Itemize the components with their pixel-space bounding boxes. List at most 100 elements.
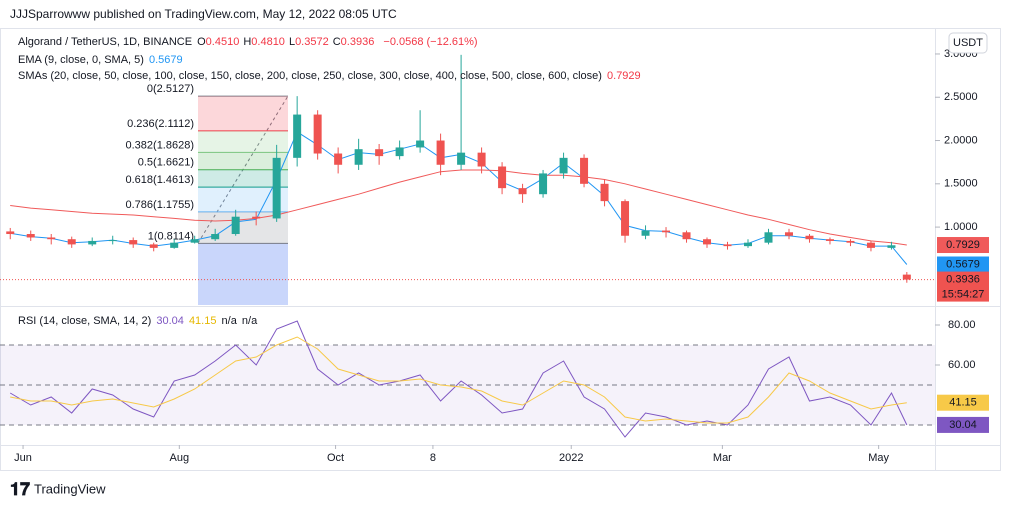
candle-body bbox=[498, 166, 507, 189]
rsi-badge-bg bbox=[937, 416, 989, 433]
candle-body bbox=[703, 239, 712, 245]
overlay-badge-bg bbox=[937, 256, 989, 273]
fib-label: 0(2.5127) bbox=[147, 83, 194, 95]
y-tick-label: 1.0000 bbox=[944, 221, 978, 233]
candle-body bbox=[600, 183, 609, 202]
candle-body bbox=[902, 274, 911, 280]
candle-body bbox=[211, 234, 220, 240]
overlay-badge-bg bbox=[937, 237, 989, 254]
candle-body bbox=[457, 152, 466, 165]
ohlc-key: L bbox=[288, 36, 296, 48]
rsi-legend: RSI (14, close, SMA, 14, 2) 30.04 41.15 … bbox=[18, 315, 259, 327]
overlay-line bbox=[10, 169, 907, 246]
overlay-badge: 0.7929 bbox=[946, 239, 980, 251]
fib-label: 0.5(1.6621) bbox=[138, 157, 194, 169]
ohlc-key: O bbox=[197, 36, 206, 48]
y-tick-label: 60.00 bbox=[948, 359, 976, 371]
rsi-badge: 41.15 bbox=[949, 397, 977, 409]
x-tick-label: 8 bbox=[430, 452, 436, 464]
price-legend: Algorand / TetherUS, 1D, BINANCE O0.4510… bbox=[18, 36, 480, 48]
frame-border bbox=[0, 28, 1001, 471]
currency-label: USDT bbox=[953, 37, 983, 49]
candle-body bbox=[88, 240, 97, 245]
last-price-badge-bg bbox=[937, 271, 989, 302]
ohlc-value: 0.3572 bbox=[295, 36, 329, 48]
ema-value: 0.5679 bbox=[149, 54, 183, 66]
sma-label: SMAs (20, close, 50, close, 100, close, … bbox=[18, 70, 602, 82]
rsi-value: 30.04 bbox=[156, 315, 184, 327]
candle-body bbox=[108, 240, 117, 242]
candle-body bbox=[47, 237, 56, 240]
candle-body bbox=[149, 244, 158, 248]
candle-body bbox=[170, 242, 179, 248]
candle-body bbox=[887, 245, 896, 248]
fib-label: 0.618(1.4613) bbox=[126, 174, 195, 186]
ema-legend: EMA (9, close, 0, SMA, 5) 0.5679 bbox=[18, 54, 185, 66]
ohlc-key: C bbox=[332, 36, 341, 48]
candle-body bbox=[272, 157, 281, 219]
x-tick-label: Mar bbox=[713, 452, 732, 464]
candle-body bbox=[662, 230, 671, 233]
x-tick-label: Jun bbox=[14, 452, 32, 464]
x-tick-label: 2022 bbox=[559, 452, 583, 464]
ohlc-value: 0.4810 bbox=[251, 36, 285, 48]
fib-label: 0.382(1.8628) bbox=[126, 139, 195, 151]
candle-body bbox=[252, 216, 261, 219]
change: −0.0568 (−12.61%) bbox=[383, 36, 478, 48]
plot-layer: 1.00001.50002.00002.50003.00000(2.5127)0… bbox=[0, 48, 989, 464]
fib-band bbox=[198, 169, 288, 188]
brand-name: TradingView bbox=[34, 481, 106, 496]
na: n/a bbox=[241, 315, 258, 327]
symbol: Algorand / TetherUS, 1D, BINANCE bbox=[18, 36, 193, 48]
rsi-line bbox=[9, 320, 908, 438]
publish-note: JJJSparrowww published on TradingView.co… bbox=[10, 7, 397, 21]
candle-body bbox=[67, 239, 76, 245]
candle-body bbox=[26, 234, 35, 238]
rsi-sma-value: 41.15 bbox=[188, 315, 217, 327]
candle-body bbox=[231, 216, 240, 235]
last-price-badge: 0.3936 bbox=[946, 273, 980, 285]
candle-body bbox=[539, 173, 548, 195]
fib-extension-zone bbox=[198, 243, 288, 305]
y-tick-label: 2.0000 bbox=[944, 134, 978, 146]
ohlc-value: 0.3936 bbox=[340, 36, 375, 48]
candle-body bbox=[559, 157, 568, 174]
rsi-label: RSI (14, close, SMA, 14, 2) bbox=[18, 315, 152, 327]
na: n/a bbox=[221, 315, 237, 327]
candle-body bbox=[313, 114, 322, 154]
candle-body bbox=[723, 244, 732, 247]
y-tick-label: 80.00 bbox=[948, 319, 976, 331]
candle-body bbox=[6, 231, 15, 235]
candle-body bbox=[477, 152, 486, 167]
countdown: 15:54:27 bbox=[942, 288, 985, 300]
currency-button[interactable] bbox=[948, 32, 988, 54]
fib-label: 0.786(1.1755) bbox=[126, 199, 195, 211]
candle-body bbox=[518, 188, 527, 195]
sma-value: 0.7929 bbox=[607, 70, 641, 82]
y-tick-label: 1.5000 bbox=[944, 178, 978, 190]
fib-band bbox=[198, 130, 288, 153]
ohlc: O0.4510 H0.4810 L0.3572 C0.3936 bbox=[197, 36, 378, 48]
candle-body bbox=[621, 201, 630, 236]
candle-body bbox=[354, 149, 363, 165]
candle-body bbox=[846, 240, 855, 243]
candle-body bbox=[395, 147, 404, 157]
ohlc-key: H bbox=[243, 36, 252, 48]
y-tick-label: 2.5000 bbox=[944, 91, 978, 103]
candle-body bbox=[293, 114, 302, 158]
candle-body bbox=[805, 235, 814, 240]
rsi-badge: 30.04 bbox=[949, 419, 977, 431]
ohlc-value: 0.4510 bbox=[205, 36, 240, 48]
fib-label: 0.236(2.1112) bbox=[127, 118, 194, 130]
candle-body bbox=[764, 232, 773, 243]
candle-body bbox=[682, 232, 691, 240]
candle-body bbox=[375, 149, 384, 157]
candle-body bbox=[129, 240, 138, 245]
candle-body bbox=[784, 232, 793, 236]
candle-body bbox=[866, 242, 875, 248]
x-tick-label: May bbox=[868, 452, 889, 464]
brand-logo: 𝟏𝟕 bbox=[10, 479, 30, 499]
candle-body bbox=[744, 242, 752, 247]
